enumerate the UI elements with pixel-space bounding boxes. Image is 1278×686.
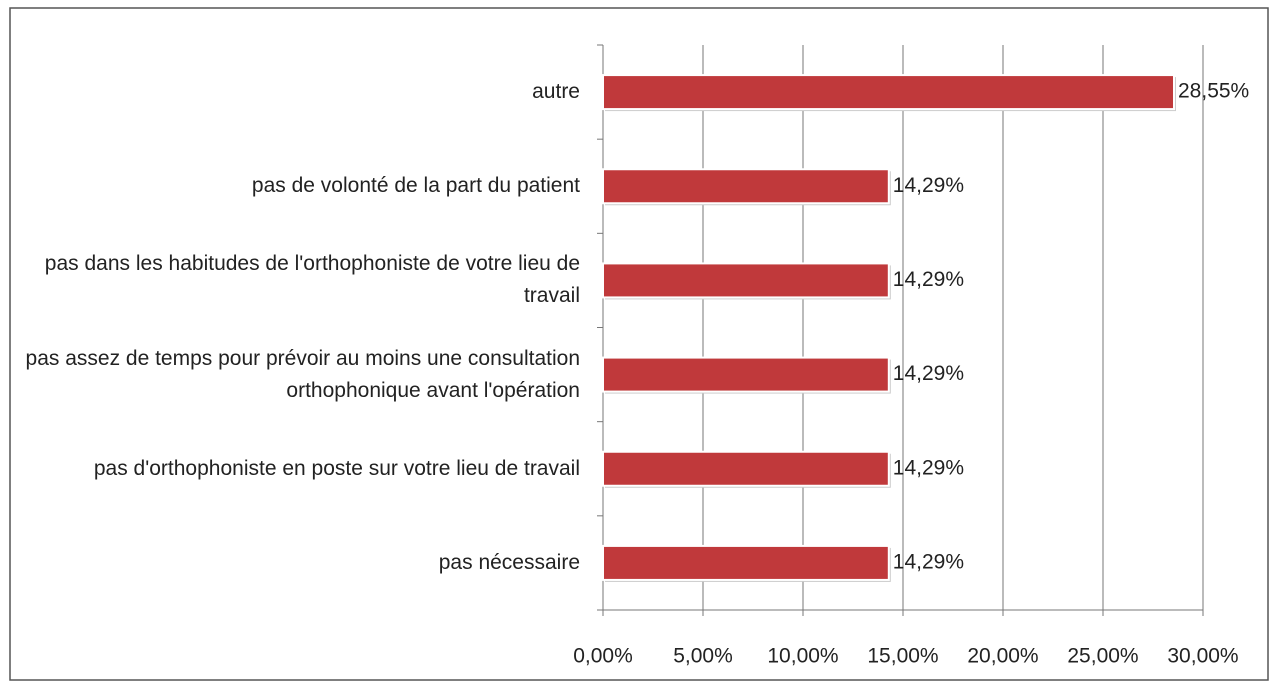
x-tick-label: 0,00%	[573, 645, 633, 668]
value-label: 14,29%	[893, 268, 964, 291]
category-label: pas dans les habitudes de l'orthophonist…	[44, 252, 580, 308]
x-tick-label: 20,00%	[967, 645, 1038, 668]
bar	[602, 74, 1175, 111]
x-tick-label: 15,00%	[867, 645, 938, 668]
value-label: 28,55%	[1178, 80, 1249, 103]
bar	[602, 262, 890, 299]
category-label: pas nécessaire	[438, 550, 580, 574]
frame	[9, 7, 1269, 681]
bar	[602, 168, 890, 205]
bar	[602, 544, 890, 581]
category-label: autre	[532, 80, 580, 104]
x-tick-label: 5,00%	[673, 645, 733, 668]
value-label: 14,29%	[893, 550, 964, 573]
value-label: 14,29%	[893, 456, 964, 479]
x-tick-label: 10,00%	[767, 645, 838, 668]
x-tick-label: 25,00%	[1067, 645, 1138, 668]
value-label: 14,29%	[893, 362, 964, 385]
bar	[602, 450, 890, 487]
value-label: 14,29%	[893, 174, 964, 197]
category-label: pas assez de temps pour prévoir au moins…	[25, 346, 580, 402]
category-label: pas de volonté de la part du patient	[251, 174, 580, 198]
category-label: pas d'orthophoniste en poste sur votre l…	[93, 456, 580, 480]
bar	[602, 356, 890, 393]
x-tick-label: 30,00%	[1167, 645, 1238, 668]
